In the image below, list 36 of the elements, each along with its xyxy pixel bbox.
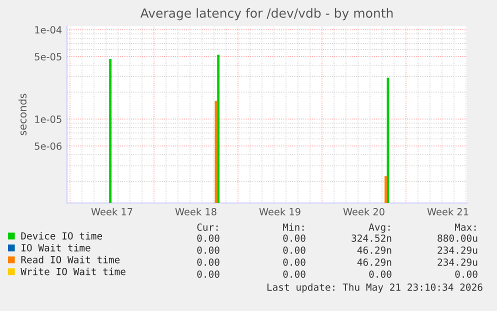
x-tick-label: Week 17 [91,208,132,216]
text: 0.00 [197,258,220,266]
y-tick-label: 1e-05 [35,116,62,123]
y-tick-label: 5e-06 [34,142,62,150]
text: 0.00 [283,234,306,242]
text: Min: [282,223,304,231]
text: 0.00 [283,246,306,254]
text: 234.29u [438,258,478,266]
text: 46.29n [357,246,392,254]
text: 0.00 [283,270,306,278]
text: 0.00 [197,234,220,242]
text: 46.29n [357,258,392,266]
text: 324.52n [352,234,392,242]
text: Cur: [197,223,218,231]
legend-label: Write IO Wait time [20,268,126,276]
text: Avg: [368,224,390,233]
text: 0.00 [369,270,392,278]
x-tick-label: Week 21 [427,208,468,216]
x-tick-label: Week 19 [259,208,300,216]
y-tick-label: 1e-04 [35,26,62,34]
legend-label: IO Wait time [22,244,90,252]
text: 0.00 [283,258,306,266]
text: Last update: Thu May 21 23:10:34 2026 [267,283,482,293]
x-tick-label: Week 20 [343,208,384,216]
chart-title: Average latency for /dev/vdb - by month [140,8,393,20]
text: 0.00 [197,246,220,254]
text: 234.29u [438,246,478,254]
y-tick-label: 5e-05 [34,53,62,60]
text: 880.00u [438,234,478,242]
legend-label: Read IO Wait time [21,256,120,264]
y-axis-title: seconds [18,94,27,136]
x-tick-label: Week 18 [175,208,216,216]
text: 0.00 [455,270,478,278]
legend-label: Device IO time [21,232,102,240]
text: Max: [454,224,476,231]
text: 0.00 [197,270,220,278]
